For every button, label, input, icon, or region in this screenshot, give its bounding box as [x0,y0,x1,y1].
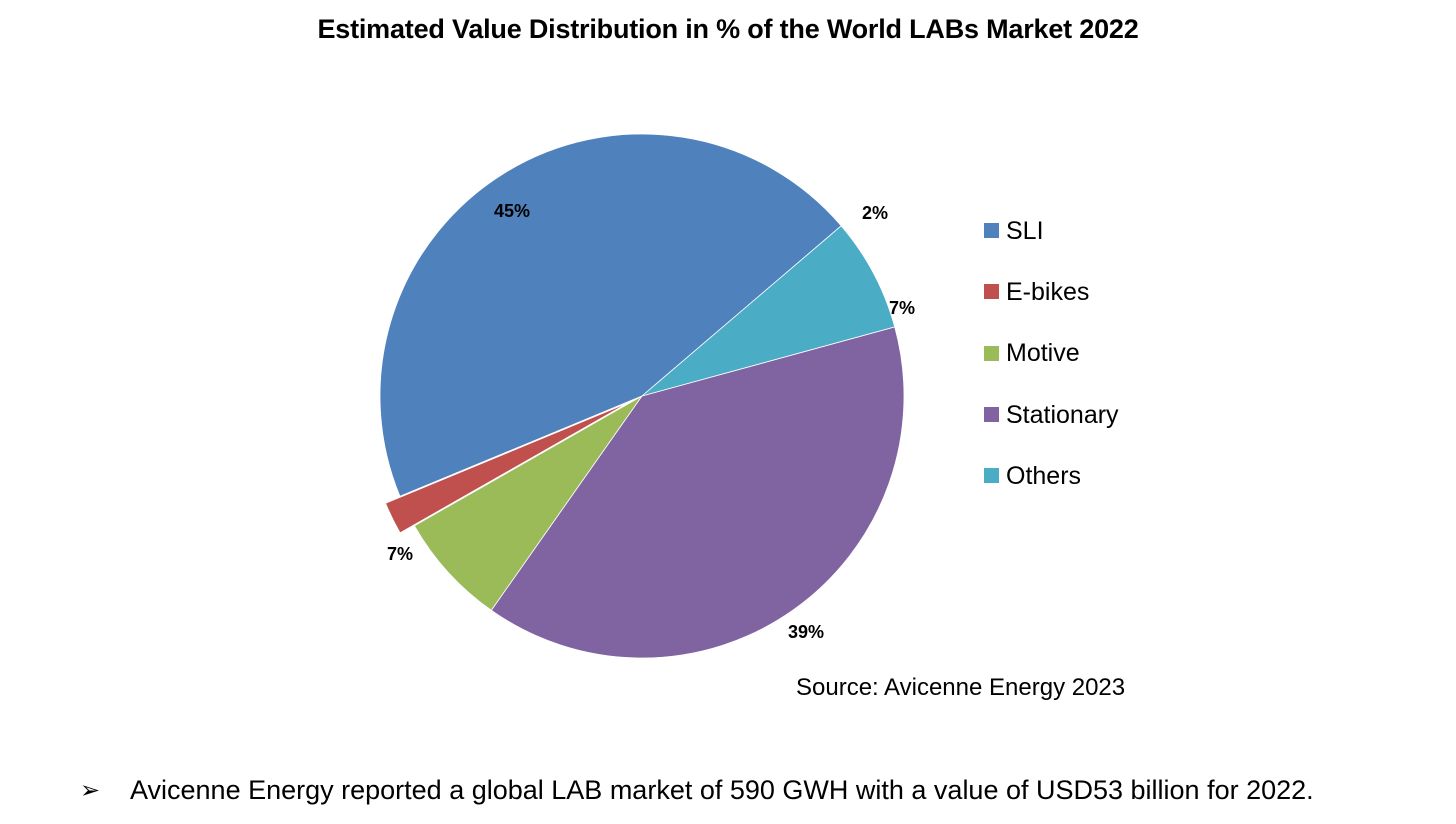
legend-label: Others [1006,461,1082,490]
pie-slice-e-bikes [385,402,628,534]
legend-swatch [984,407,999,423]
data-label-stationary: 39% [788,622,824,642]
footer-bullet: ➢ Avicenne Energy reported a global LAB … [80,775,1314,806]
arrowhead-bullet-icon: ➢ [80,777,101,804]
legend-label: Motive [1006,339,1080,368]
legend-label: E-bikes [1006,277,1090,306]
pie-slice-motive [413,395,643,611]
chart-legend: SLI E-bikes Motive Stationary Others [984,200,1119,506]
chart-title: Estimated Value Distribution in % of the… [317,14,1139,44]
legend-swatch [984,345,999,361]
pie-slice-stationary [490,326,905,659]
pie-slice-sli [379,133,842,497]
legend-swatch [984,284,999,300]
data-label-others: 7% [387,544,413,564]
legend-item-sli: SLI [984,200,1119,261]
source-note: Source: Avicenne Energy 2023 [796,674,1126,701]
data-label-motive: 7% [889,298,915,318]
legend-swatch [984,468,999,484]
legend-item-motive: Motive [984,323,1119,384]
pie-slice-others [641,225,896,397]
legend-item-stationary: Stationary [984,384,1119,445]
footer-text: Avicenne Energy reported a global LAB ma… [130,775,1314,805]
legend-label: SLI [1006,216,1044,245]
data-label-e-bikes: 2% [862,203,888,223]
data-label-sli: 45% [494,201,530,221]
legend-label: Stationary [1006,400,1119,429]
legend-item-e-bikes: E-bikes [984,261,1119,322]
legend-item-others: Others [984,445,1119,506]
legend-swatch [984,223,999,239]
